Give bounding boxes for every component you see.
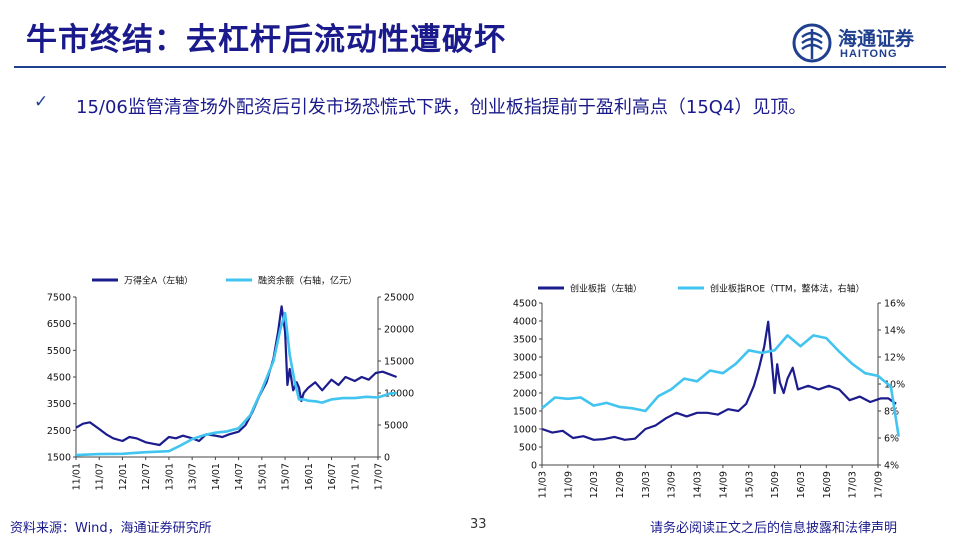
y-right-tick-label: 10% bbox=[884, 380, 905, 391]
legend-label-0: 创业板指（左轴） bbox=[570, 283, 642, 295]
y-right-tick-label: 16% bbox=[884, 299, 905, 310]
y-right-tick-label: 25000 bbox=[384, 293, 414, 304]
y-left-tick-label: 3500 bbox=[513, 335, 537, 346]
chart-svg-left: 万得全A（左轴） 融资余额（右轴，亿元） 1500 2500 3500 4500 5500 6… bbox=[47, 275, 414, 491]
logo-text-en: HAITONG bbox=[840, 48, 898, 60]
y-left-tick-label: 4500 bbox=[47, 373, 71, 384]
y-left-tick-label: 500 bbox=[519, 443, 537, 454]
x-tick-label: 14/03 bbox=[693, 471, 704, 498]
bullet-text: 15/06监管清查场外配资后引发市场恐慌式下跌，创业板指提前于盈利高点（15Q4… bbox=[76, 97, 807, 118]
y-left-tick-label: 7500 bbox=[47, 293, 71, 304]
series-line-0 bbox=[75, 305, 397, 447]
x-tick-label: 17/07 bbox=[374, 463, 385, 490]
y-left-tick-label: 0 bbox=[531, 461, 537, 472]
title-divider bbox=[14, 66, 946, 68]
y-right-tick-label: 4% bbox=[884, 461, 899, 472]
y-left-tick-label: 6500 bbox=[47, 319, 71, 330]
x-tick-label: 14/01 bbox=[211, 463, 222, 490]
x-tick-label: 16/09 bbox=[822, 471, 833, 498]
y-right-tick-label: 6% bbox=[884, 434, 899, 445]
footer-source: 资料来源：Wind，海通证券研究所 bbox=[10, 521, 212, 536]
x-tick-label: 13/01 bbox=[164, 463, 175, 490]
y-right-tick-label: 10000 bbox=[384, 389, 414, 400]
x-tick-label: 14/09 bbox=[718, 471, 729, 498]
page-number: 33 bbox=[470, 517, 487, 532]
y-left-tick-label: 5500 bbox=[47, 346, 71, 357]
x-tick-label: 13/09 bbox=[667, 471, 678, 498]
y-right-tick-label: 14% bbox=[884, 326, 905, 337]
series-line-1 bbox=[75, 311, 397, 457]
logo-emblem-icon bbox=[792, 23, 832, 63]
y-left-tick-label: 1000 bbox=[513, 425, 537, 436]
x-tick-label: 15/09 bbox=[770, 471, 781, 498]
legend-label-0: 万得全A（左轴） bbox=[124, 275, 193, 287]
x-tick-label: 13/07 bbox=[188, 463, 199, 490]
page-title: 牛市终结：去杠杆后流动性遭破坏 bbox=[26, 22, 506, 58]
chart-svg-right: 创业板指（左轴） 创业板指ROE（TTM，整体法，右轴） 0 500 1000 1500 2… bbox=[513, 283, 905, 499]
y-right-tick-label: 0 bbox=[384, 453, 390, 464]
logo-text-cn: 海通证券 bbox=[838, 28, 915, 50]
y-left-tick-label: 2500 bbox=[47, 426, 71, 437]
x-tick-label: 12/03 bbox=[589, 471, 600, 498]
x-tick-label: 13/03 bbox=[641, 471, 652, 498]
y-right-tick-label: 20000 bbox=[384, 325, 414, 336]
x-tick-label: 14/07 bbox=[234, 463, 245, 490]
y-left-tick-label: 1500 bbox=[513, 407, 537, 418]
y-left-tick-label: 2000 bbox=[513, 389, 537, 400]
footer-disclaimer: 请务必阅读正文之后的信息披露和法律声明 bbox=[650, 521, 898, 536]
haitong-logo: 海通证券 HAITONG bbox=[790, 20, 940, 66]
y-right-tick-label: 8% bbox=[884, 407, 899, 418]
y-left-tick-label: 4500 bbox=[513, 299, 537, 310]
legend-label-1: 创业板指ROE（TTM，整体法，右轴） bbox=[710, 283, 865, 295]
series-line-0 bbox=[541, 320, 897, 441]
x-tick-label: 16/07 bbox=[327, 463, 338, 490]
y-left-tick-label: 1500 bbox=[47, 453, 71, 464]
x-tick-label: 15/03 bbox=[744, 471, 755, 498]
x-tick-label: 12/09 bbox=[615, 471, 626, 498]
y-right-tick-label: 15000 bbox=[384, 357, 414, 368]
y-left-tick-label: 2500 bbox=[513, 371, 537, 382]
y-left-tick-label: 4000 bbox=[513, 317, 537, 328]
y-left-tick-label: 3500 bbox=[47, 399, 71, 410]
legend-label-1: 融资余额（右轴，亿元） bbox=[258, 275, 357, 287]
chart-wind-a-margin: 万得全A（左轴） 融资余额（右轴，亿元） 1500 2500 3500 4500 5500 6… bbox=[30, 258, 478, 508]
series-line-1 bbox=[541, 334, 900, 437]
y-right-tick-label: 5000 bbox=[384, 421, 408, 432]
x-tick-label: 11/01 bbox=[72, 463, 83, 490]
y-right-tick-label: 12% bbox=[884, 353, 905, 364]
x-tick-label: 16/03 bbox=[796, 471, 807, 498]
y-left-tick-label: 3000 bbox=[513, 353, 537, 364]
x-tick-label: 11/09 bbox=[563, 471, 574, 498]
x-tick-label: 12/07 bbox=[141, 463, 152, 490]
chart-chinext-roe: 创业板指（左轴） 创业板指ROE（TTM，整体法，右轴） 0 500 1000 1500 2… bbox=[490, 258, 938, 508]
x-tick-label: 11/07 bbox=[95, 463, 106, 490]
checkmark-icon: ✓ bbox=[34, 92, 49, 112]
x-tick-label: 17/03 bbox=[848, 471, 859, 498]
x-tick-label: 11/03 bbox=[538, 471, 549, 498]
x-tick-label: 17/01 bbox=[350, 463, 361, 490]
x-tick-label: 12/01 bbox=[118, 463, 129, 490]
x-tick-label: 15/07 bbox=[281, 463, 292, 490]
x-tick-label: 16/01 bbox=[304, 463, 315, 490]
x-tick-label: 15/01 bbox=[257, 463, 268, 490]
x-tick-label: 17/09 bbox=[874, 471, 885, 498]
